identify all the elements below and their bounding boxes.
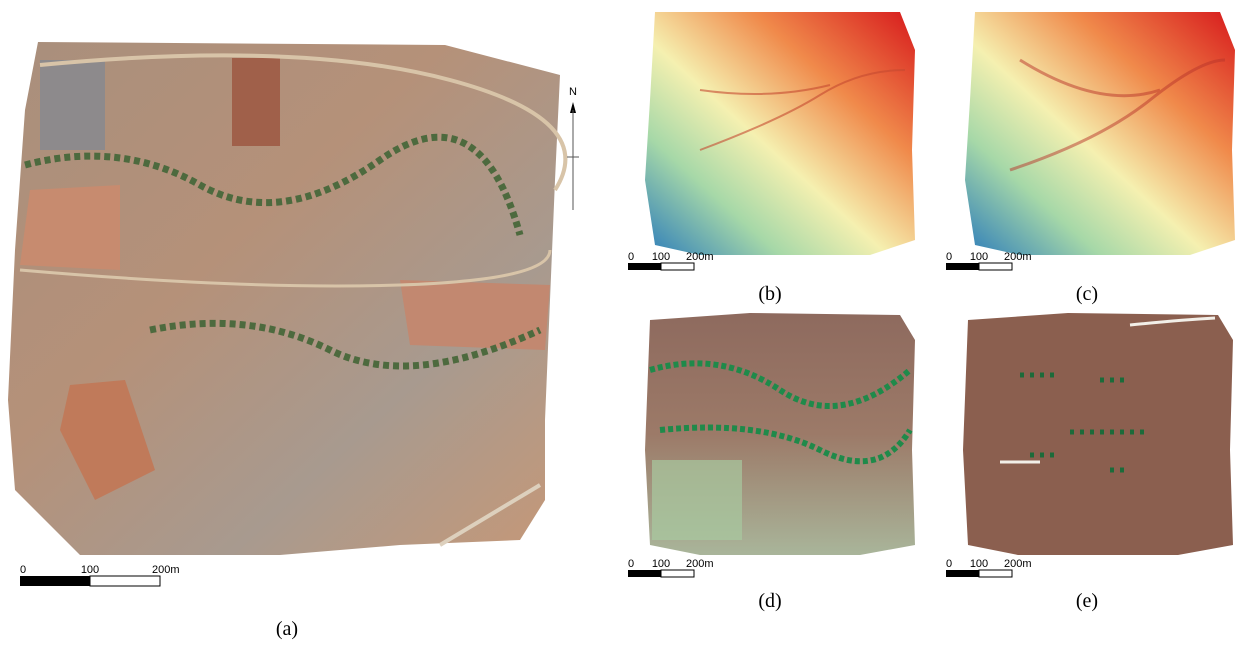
vegetation-patch: [652, 460, 742, 540]
caption: (c): [1076, 283, 1098, 305]
scale-label: 0: [946, 251, 952, 263]
scale-label: 200m: [1004, 558, 1032, 570]
scale-label: 0: [628, 558, 634, 570]
scale-bar-black: [20, 576, 90, 586]
scale-bar-black: [946, 263, 979, 270]
scale-label: 200m: [686, 251, 714, 263]
scale-bar-black: [946, 570, 979, 577]
classification: [963, 313, 1233, 555]
scale-bar-white: [661, 263, 694, 270]
figure: N 0 100 200m (a) 0 100 200m (b) 0 100 200m (c) 0 100 2…: [0, 0, 1248, 646]
scale-label: 100: [970, 251, 988, 263]
dem: [645, 12, 915, 255]
scale-label: 200m: [686, 558, 714, 570]
scale-label: 200m: [1004, 251, 1032, 263]
scale-label: 100: [81, 564, 99, 576]
caption: (e): [1076, 590, 1098, 612]
page: N 0 100 200m (a) 0 100 200m (b) 0 100 200m (c) 0 100 2…: [0, 0, 1248, 646]
field: [232, 58, 280, 146]
scale-label: 100: [652, 251, 670, 263]
north-label: N: [569, 86, 577, 98]
scale-bar-white: [661, 570, 694, 577]
scale-label: 100: [652, 558, 670, 570]
scale-label: 0: [946, 558, 952, 570]
scale-bar-white: [90, 576, 160, 586]
caption: (b): [758, 283, 781, 305]
scale-bar-white: [979, 570, 1012, 577]
scale-bar-white: [979, 263, 1012, 270]
scale-label: 100: [970, 558, 988, 570]
field: [400, 280, 550, 350]
field: [40, 60, 105, 150]
field: [20, 185, 120, 270]
scale-label: 200m: [152, 564, 180, 576]
scale-label: 0: [628, 251, 634, 263]
scale-bar-black: [628, 570, 661, 577]
caption: (d): [758, 590, 781, 612]
caption: (a): [276, 618, 298, 640]
scale-bar-black: [628, 263, 661, 270]
scale-label: 0: [20, 564, 26, 576]
